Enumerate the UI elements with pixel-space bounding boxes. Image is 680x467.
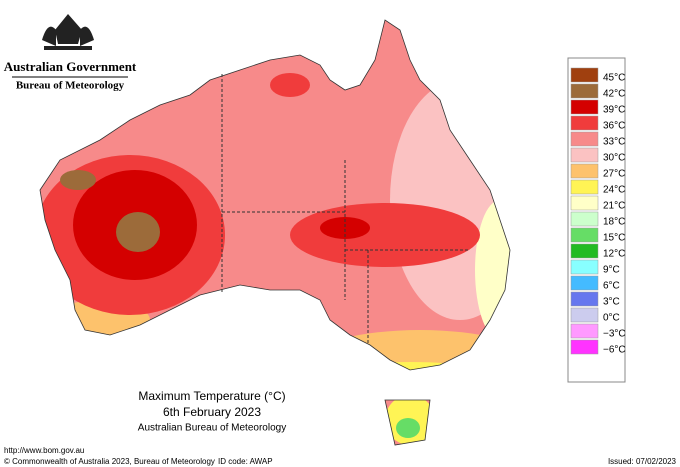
legend-label: −3°C <box>603 329 626 340</box>
legend-label: 21°C <box>603 201 625 212</box>
caption-date: 6th February 2023 <box>163 405 261 419</box>
legend-swatch <box>570 67 599 83</box>
legend-label: 12°C <box>603 249 625 260</box>
id-code: ID code: AWAP <box>218 457 273 466</box>
legend-label: 6°C <box>603 281 620 292</box>
legend: 45°C 42°C 39°C 36°C 33°C 30°C 27°C 24°C 21°C 18°C… <box>570 67 626 356</box>
legend-swatch <box>570 259 599 275</box>
legend-label: 27°C <box>603 169 625 180</box>
legend-label: 42°C <box>603 89 625 100</box>
legend-label: 9°C <box>603 265 620 276</box>
legend-label: 33°C <box>603 137 625 148</box>
url: http://www.bom.gov.au <box>4 446 84 455</box>
legend-label: 39°C <box>603 105 625 116</box>
legend-swatch <box>570 147 599 163</box>
legend-label: −6°C <box>603 345 626 356</box>
legend-swatch <box>570 83 599 99</box>
legend-label: 18°C <box>603 217 625 228</box>
legend-swatch <box>570 163 599 179</box>
legend-swatch <box>570 195 599 211</box>
legend-label: 36°C <box>603 121 625 132</box>
legend-swatch <box>570 131 599 147</box>
legend-label: 3°C <box>603 297 620 308</box>
legend-swatch <box>570 275 599 291</box>
legend-label: 45°C <box>603 73 625 84</box>
legend-label: 30°C <box>603 153 625 164</box>
legend-swatch <box>570 339 599 355</box>
legend-swatch <box>570 99 599 115</box>
caption-title: Maximum Temperature (°C) <box>138 389 285 403</box>
legend-swatch <box>570 179 599 195</box>
legend-swatch <box>570 211 599 227</box>
bureau: Bureau of Meteorology <box>16 80 125 92</box>
issued: Issued: 07/02/2023 <box>608 457 677 466</box>
copyright: © Commonwealth of Australia 2023, Bureau… <box>4 457 215 466</box>
legend-swatch <box>570 291 599 307</box>
legend-label: 24°C <box>603 185 625 196</box>
legend-swatch <box>570 323 599 339</box>
legend-swatch <box>570 227 599 243</box>
legend-swatch <box>570 115 599 131</box>
legend-label: 0°C <box>603 313 620 324</box>
state-borders <box>221 74 470 345</box>
agency: Australian Government <box>4 59 137 74</box>
legend-swatch <box>570 243 599 259</box>
caption-source: Australian Bureau of Meteorology <box>138 423 286 434</box>
crest <box>42 14 94 50</box>
legend-label: 15°C <box>603 233 625 244</box>
legend-swatch <box>570 307 599 323</box>
